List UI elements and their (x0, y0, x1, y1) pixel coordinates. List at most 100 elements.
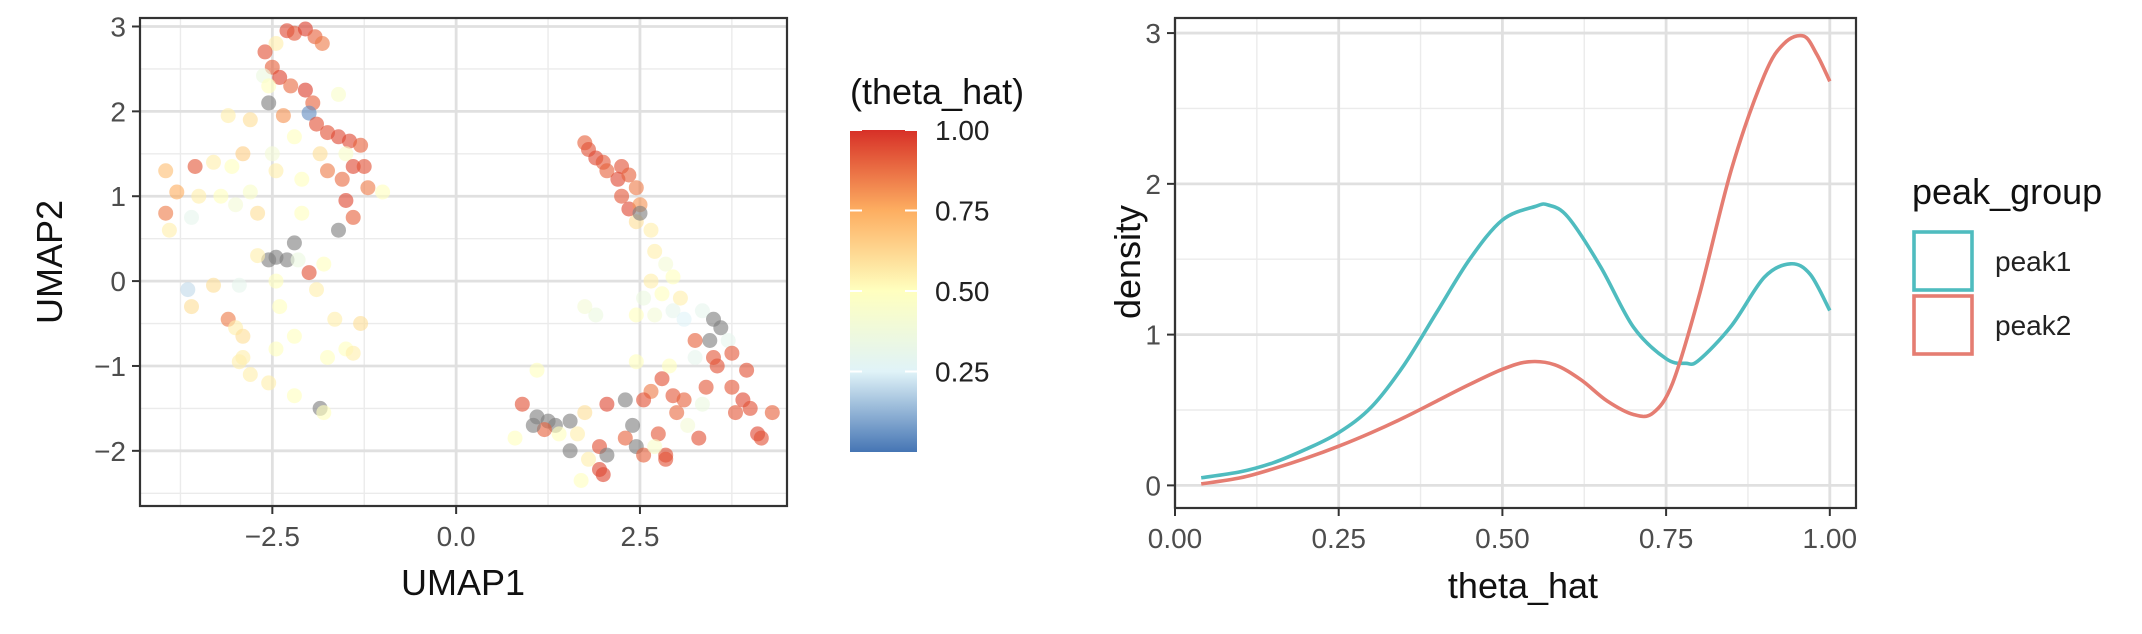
scatter-point (261, 95, 277, 111)
scatter-point (180, 282, 196, 298)
density-x-tick-label: 0.75 (1639, 523, 1694, 554)
scatter-point (709, 358, 725, 374)
legend-key-peak1 (1912, 230, 1974, 292)
scatter-point (331, 222, 346, 238)
scatter-point (331, 86, 346, 102)
peak-group-legend: peak_group peak1 peak2 (1912, 171, 2102, 356)
scatter-point (268, 36, 284, 51)
scatter-point (286, 328, 302, 344)
scatter-point (231, 277, 247, 293)
scatter-point (665, 303, 681, 319)
scatter-point (694, 303, 710, 319)
scatter-point (206, 154, 221, 170)
scatter-point (231, 354, 247, 370)
scatter-point (628, 354, 644, 370)
scatter-point (345, 159, 361, 174)
scatter-point (286, 235, 302, 251)
scatter-point (356, 159, 372, 174)
scatter-point (647, 307, 663, 323)
scatter-point (297, 82, 313, 98)
scatter-point (286, 388, 302, 404)
scatter-point (647, 439, 663, 455)
scatter-y-axis-title: UMAP2 (29, 200, 70, 324)
scatter-point (272, 69, 288, 85)
scatter-point (694, 396, 710, 412)
density-x-tick-label: 0.25 (1311, 523, 1366, 554)
scatter-y-tick-label: 0 (110, 266, 126, 297)
scatter-point (272, 299, 288, 315)
scatter-point (581, 451, 596, 467)
scatter-y-tick-label: 1 (110, 181, 126, 212)
scatter-x-tick-label: 0.0 (437, 521, 476, 552)
scatter-point (301, 105, 317, 121)
scatter-y-tick-label: 3 (110, 11, 126, 42)
scatter-point (224, 159, 240, 174)
scatter-point (338, 146, 354, 162)
scatter-point (268, 341, 284, 357)
scatter-point (275, 108, 291, 124)
scatter-point (235, 328, 251, 344)
scatter-y-tick-label: −1 (94, 351, 126, 382)
scatter-point (577, 405, 593, 421)
scatter-point (279, 252, 295, 268)
scatter-point (628, 180, 644, 196)
scatter-point (261, 375, 277, 391)
scatter-x-ticks: −2.5 0.0 2.5 (245, 506, 659, 552)
scatter-point (724, 345, 740, 361)
scatter-point (669, 405, 685, 421)
density-y-tick-label: 2 (1145, 169, 1161, 200)
scatter-point (242, 112, 258, 128)
colorbar-tick-label: 0.50 (935, 276, 990, 307)
scatter-point (309, 116, 324, 132)
scatter-point (220, 108, 236, 124)
peak-legend-items: peak1 peak2 (1912, 230, 2071, 356)
scatter-point (507, 430, 523, 446)
scatter-point (184, 299, 199, 315)
scatter-x-tick-label: −2.5 (245, 521, 300, 552)
scatter-point (294, 171, 310, 187)
scatter-point (184, 209, 199, 225)
scatter-point (514, 396, 530, 412)
scatter-point (294, 205, 310, 221)
scatter-point (672, 290, 688, 306)
scatter-point (562, 443, 578, 459)
scatter-point (661, 358, 677, 374)
scatter-point (577, 299, 593, 315)
scatter-point (643, 273, 659, 289)
scatter-point (261, 78, 277, 94)
scatter-point (353, 137, 369, 153)
scatter-point (213, 188, 229, 204)
scatter-point (187, 159, 203, 174)
scatter-point (360, 180, 376, 196)
density-y-axis-title: density (1107, 205, 1148, 319)
density-x-axis-title: theta_hat (1448, 565, 1598, 606)
scatter-point (320, 350, 335, 365)
scatter-point (643, 222, 659, 238)
scatter-point (158, 205, 174, 221)
scatter-point (573, 473, 589, 488)
scatter-point (742, 400, 758, 416)
scatter-point (314, 36, 330, 51)
scatter-point (632, 205, 648, 221)
scatter-point (353, 316, 369, 331)
scatter-point (345, 345, 361, 361)
scatter-point (551, 426, 567, 442)
legend-key-peak2 (1912, 294, 1974, 356)
scatter-panel-border (138, 16, 789, 508)
scatter-point (713, 320, 729, 336)
scatter-plot-area (140, 18, 787, 506)
scatter-point (235, 146, 251, 162)
scatter-y-tick-label: −2 (94, 436, 126, 467)
density-y-tick-label: 3 (1145, 18, 1161, 49)
scatter-point (676, 392, 692, 408)
scatter-point (739, 362, 755, 378)
scatter-point (588, 307, 604, 323)
colorbar-tick-label: 1.00 (935, 115, 990, 146)
scatter-y-tick-label: 2 (110, 96, 126, 127)
scatter-point (654, 371, 670, 387)
scatter-point (691, 430, 707, 446)
scatter-point (702, 333, 718, 348)
scatter-point (647, 243, 663, 259)
colorbar-legend: (theta_hat) 0.25 0.50 0.75 1.00 (850, 71, 1024, 452)
